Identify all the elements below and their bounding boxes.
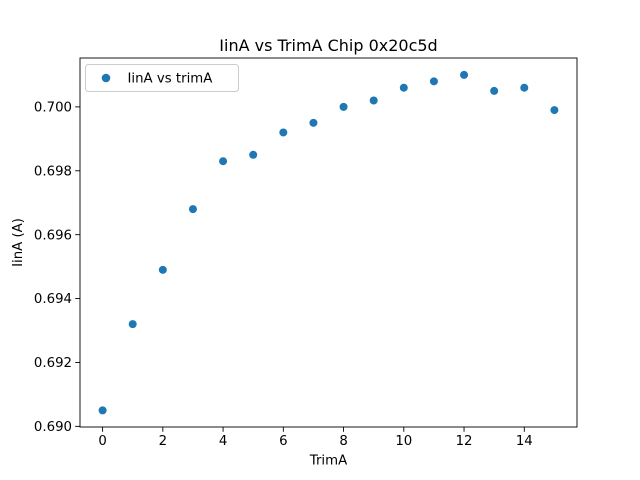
x-tick-label: 2	[159, 434, 167, 449]
y-tick-label: 0.696	[34, 228, 72, 243]
y-axis-ticks: 0.690 0.692 0.694 0.696 0.698 0.700	[34, 100, 80, 435]
x-tick-label: 4	[219, 434, 227, 449]
y-tick-label: 0.698	[34, 164, 72, 179]
data-point	[369, 96, 378, 105]
data-point	[249, 150, 258, 159]
legend-box	[85, 64, 239, 92]
data-point	[550, 106, 559, 115]
data-point	[98, 406, 107, 415]
y-tick-label: 0.694	[34, 292, 72, 307]
legend: IinA vs trimA	[85, 64, 239, 92]
x-axis-ticks: 0 2 4 6 8 10 12 14	[98, 427, 533, 449]
data-point	[128, 320, 137, 329]
data-point	[158, 265, 167, 274]
x-tick-label: 14	[516, 434, 533, 449]
scatter-points	[98, 70, 559, 415]
legend-label: IinA vs trimA	[128, 72, 213, 87]
plot-area	[79, 57, 578, 428]
data-point	[188, 205, 197, 214]
chart-title: IinA vs TrimA Chip 0x20c5d	[219, 36, 437, 55]
legend-marker-icon	[101, 73, 111, 83]
data-point	[490, 86, 499, 95]
data-point	[279, 128, 288, 137]
y-tick-label: 0.692	[34, 356, 72, 371]
data-point	[520, 83, 529, 92]
x-axis-label: TrimA	[309, 454, 347, 469]
data-point	[339, 102, 348, 111]
y-tick-label: 0.690	[34, 420, 72, 435]
x-tick-label: 10	[395, 434, 412, 449]
x-tick-label: 8	[339, 434, 347, 449]
x-tick-label: 12	[456, 434, 473, 449]
data-point	[219, 157, 228, 166]
data-point	[399, 83, 408, 92]
x-tick-label: 0	[98, 434, 106, 449]
data-point	[429, 77, 438, 86]
x-tick-label: 6	[279, 434, 287, 449]
y-axis-label: IinA (A)	[11, 218, 26, 267]
data-point	[460, 70, 469, 79]
y-tick-label: 0.700	[34, 100, 72, 115]
data-point	[309, 118, 318, 127]
